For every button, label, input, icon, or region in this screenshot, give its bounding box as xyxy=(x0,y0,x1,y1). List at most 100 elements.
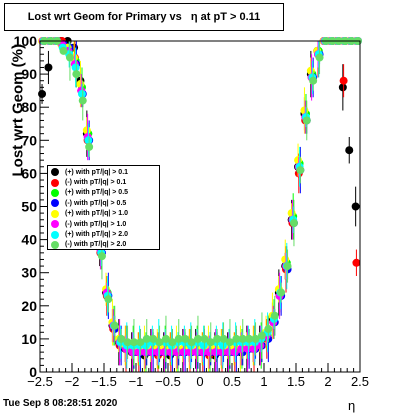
data-point xyxy=(110,321,119,330)
plot-frame xyxy=(39,40,361,373)
data-point xyxy=(193,334,202,343)
data-point xyxy=(123,338,132,347)
data-point xyxy=(136,338,145,347)
data-point xyxy=(71,63,80,72)
data-point xyxy=(199,341,208,350)
x-tick-label: −2.5 xyxy=(27,374,53,389)
legend-entry: (+) with pT/|q| > 0.5 xyxy=(51,188,159,198)
legend-entry: (-) with pT/|q| > 2.0 xyxy=(51,240,159,250)
data-point xyxy=(352,258,361,267)
y-tick-label: 50 xyxy=(21,199,37,215)
data-point xyxy=(302,116,311,125)
y-tick-label: 60 xyxy=(21,165,37,181)
legend-marker xyxy=(51,220,59,229)
data-point xyxy=(181,334,190,343)
data-points xyxy=(38,37,362,372)
data-point xyxy=(283,262,292,271)
data-point xyxy=(296,166,305,175)
data-point xyxy=(77,89,86,98)
axes: −2.5 −2 −1.5 −1 −0.5 0 0.5 1 1.5 2 2.5 0 10 20 30 40 50 6… xyxy=(14,33,369,389)
legend-entry: (+) with pT/|q| > 1.0 xyxy=(51,209,159,219)
data-point xyxy=(315,53,324,62)
data-point xyxy=(206,338,215,347)
y-tick-label: 80 xyxy=(21,99,37,115)
data-point xyxy=(168,338,177,347)
data-point xyxy=(129,338,138,347)
data-point xyxy=(218,341,227,350)
data-point xyxy=(225,338,234,347)
legend-marker xyxy=(51,209,59,218)
data-point xyxy=(245,334,254,343)
data-point xyxy=(251,334,260,343)
data-point xyxy=(270,311,279,320)
y-tick-label: 90 xyxy=(21,66,37,82)
data-point xyxy=(200,334,209,343)
data-point xyxy=(78,96,87,105)
legend-marker xyxy=(51,240,59,249)
y-tick-label: 30 xyxy=(21,265,37,281)
data-point xyxy=(104,295,113,304)
legend-label: (+) with pT/|q| > 1.0 xyxy=(65,210,129,218)
legend-entry: (-) with pT/|q| > 1.0 xyxy=(51,219,159,229)
x-axis-label: η xyxy=(348,398,356,413)
x-tick-label: 2.5 xyxy=(351,374,369,389)
legend-entry: (-) with pT/|q| > 0.1 xyxy=(51,177,159,187)
data-point xyxy=(84,136,93,145)
data-point xyxy=(85,142,94,151)
legend-entry: (+) with pT/|q| > 2.0 xyxy=(51,229,159,239)
y-tick-label: 70 xyxy=(21,132,37,148)
x-tick-label: −1 xyxy=(129,374,144,389)
x-tick-label: 0.5 xyxy=(223,374,241,389)
data-point xyxy=(339,76,348,85)
data-point xyxy=(238,334,247,343)
data-point xyxy=(174,334,183,343)
data-point xyxy=(38,89,47,98)
data-point xyxy=(179,348,188,357)
x-tick-label: −1.5 xyxy=(91,374,117,389)
y-tick-label: 20 xyxy=(21,298,37,314)
x-tick-label: 1 xyxy=(260,374,267,389)
data-point xyxy=(161,334,170,343)
data-point xyxy=(211,348,220,357)
y-tick-label: 40 xyxy=(21,232,37,248)
legend-label: (+) with pT/|q| > 2.0 xyxy=(65,231,129,239)
data-point xyxy=(72,70,81,79)
legend-marker xyxy=(51,188,59,197)
data-point xyxy=(219,334,228,343)
data-point xyxy=(65,53,74,62)
legend-marker xyxy=(51,168,59,177)
legend-label: (-) with pT/|q| > 1.0 xyxy=(65,220,127,228)
legend-label: (+) with pT/|q| > 0.5 xyxy=(65,189,129,197)
legend-label: (-) with pT/|q| > 2.0 xyxy=(65,241,127,249)
legend-entry: (+) with pT/|q| > 0.1 xyxy=(51,167,159,177)
data-point xyxy=(232,334,241,343)
data-point xyxy=(149,334,158,343)
data-point xyxy=(277,288,286,297)
data-point xyxy=(187,338,196,347)
data-point xyxy=(309,76,318,85)
legend-label: (-) with pT/|q| > 0.5 xyxy=(65,199,127,207)
legend-label: (+) with pT/|q| > 0.1 xyxy=(65,168,129,176)
x-tick-label: −0.5 xyxy=(155,374,181,389)
legend-label: (-) with pT/|q| > 0.1 xyxy=(65,179,127,187)
data-point xyxy=(147,348,156,357)
x-tick-label: 1.5 xyxy=(287,374,305,389)
data-point xyxy=(142,334,151,343)
data-point xyxy=(59,46,68,55)
data-point xyxy=(338,83,347,92)
data-point xyxy=(155,338,164,347)
legend-marker xyxy=(51,178,59,187)
x-tick-label: 2 xyxy=(324,374,331,389)
data-point xyxy=(345,146,354,155)
x-tick-label: 0 xyxy=(196,374,203,389)
data-point xyxy=(289,219,298,228)
timestamp: Tue Sep 8 08:28:51 2020 xyxy=(3,398,118,409)
data-point xyxy=(257,331,266,340)
data-point xyxy=(264,324,273,333)
chart-title: Lost wrt Geom for Primary vs η at pT > 0… xyxy=(4,3,284,31)
legend-marker xyxy=(51,199,59,208)
legend-entry: (-) with pT/|q| > 0.5 xyxy=(51,198,159,208)
x-tick-label: −2 xyxy=(65,374,80,389)
legend-marker xyxy=(51,230,59,239)
